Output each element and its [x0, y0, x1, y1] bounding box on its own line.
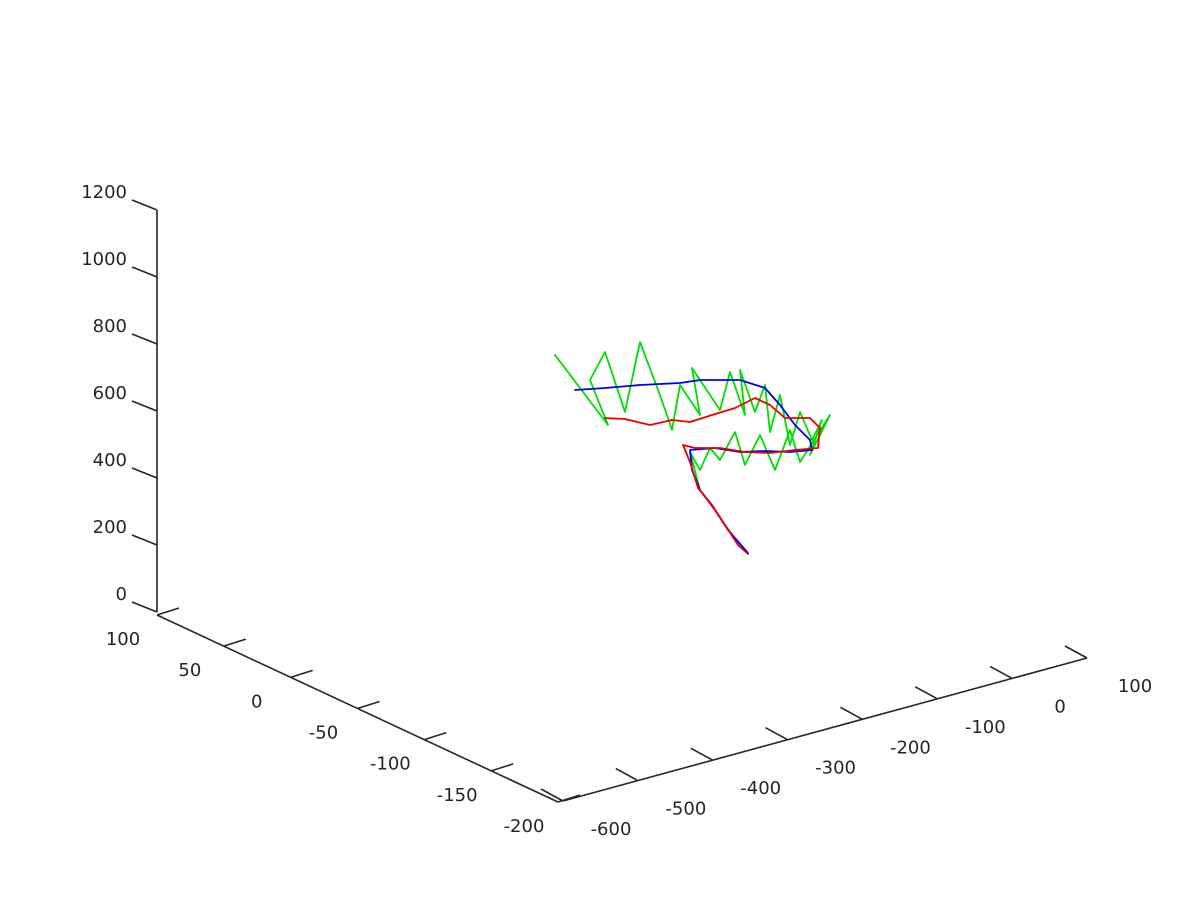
x-axis-line [562, 657, 1088, 802]
x-tick-mark [615, 767, 639, 782]
x-tick-label: -300 [815, 758, 856, 779]
z-tick-mark [131, 601, 158, 613]
x-tick-mark [540, 788, 564, 802]
y-tick-label: -200 [504, 816, 545, 837]
y-tick-mark [290, 669, 313, 679]
x-tick-mark [914, 686, 938, 700]
z-tick-label: 400 [93, 450, 127, 471]
y-tick-label: -100 [370, 754, 411, 775]
z-tick-mark [131, 266, 158, 278]
z-tick-mark [131, 333, 158, 345]
x-tick-mark [1064, 645, 1088, 659]
x-tick-label: 100 [1118, 676, 1152, 697]
x-tick-mark [840, 706, 863, 720]
y-tick-mark [223, 638, 247, 647]
y-tick-mark [156, 607, 180, 616]
x-tick-mark [765, 727, 788, 741]
z-tick-label: 800 [93, 316, 127, 337]
series-layer [554, 341, 831, 555]
y-tick-mark [357, 700, 380, 710]
x-tick-mark [690, 747, 714, 761]
y-tick-mark [490, 763, 514, 772]
x-tick-label: -500 [665, 799, 706, 820]
x-tick-label: -600 [591, 819, 632, 840]
z-tick-mark [131, 467, 158, 479]
x-tick-label: -100 [965, 717, 1006, 738]
x-tick-label: 0 [1054, 696, 1065, 717]
z-tick-label: 1200 [81, 182, 127, 203]
z-tick-label: 600 [93, 383, 127, 404]
x-tick-label: -400 [740, 778, 781, 799]
y-tick-label: 100 [106, 629, 140, 650]
y-tick-label: 50 [178, 660, 201, 681]
z-tick-label: 0 [116, 584, 127, 605]
axes-layer: 020040060080010001200100500-50-100-150-2… [81, 182, 1152, 840]
y-tick-mark [424, 731, 447, 741]
series-line-3 [604, 397, 821, 555]
series-line-1 [554, 341, 831, 546]
x-tick-label: -200 [890, 737, 931, 758]
z-tick-mark [131, 534, 158, 546]
y-tick-label: -50 [309, 723, 338, 744]
x-tick-mark [989, 665, 1013, 680]
z-tick-label: 200 [93, 517, 127, 538]
z-tick-label: 1000 [81, 249, 127, 270]
z-tick-mark [131, 400, 158, 412]
y-tick-label: 0 [251, 691, 262, 712]
y-tick-label: -150 [437, 785, 478, 806]
z-tick-mark [131, 199, 158, 211]
